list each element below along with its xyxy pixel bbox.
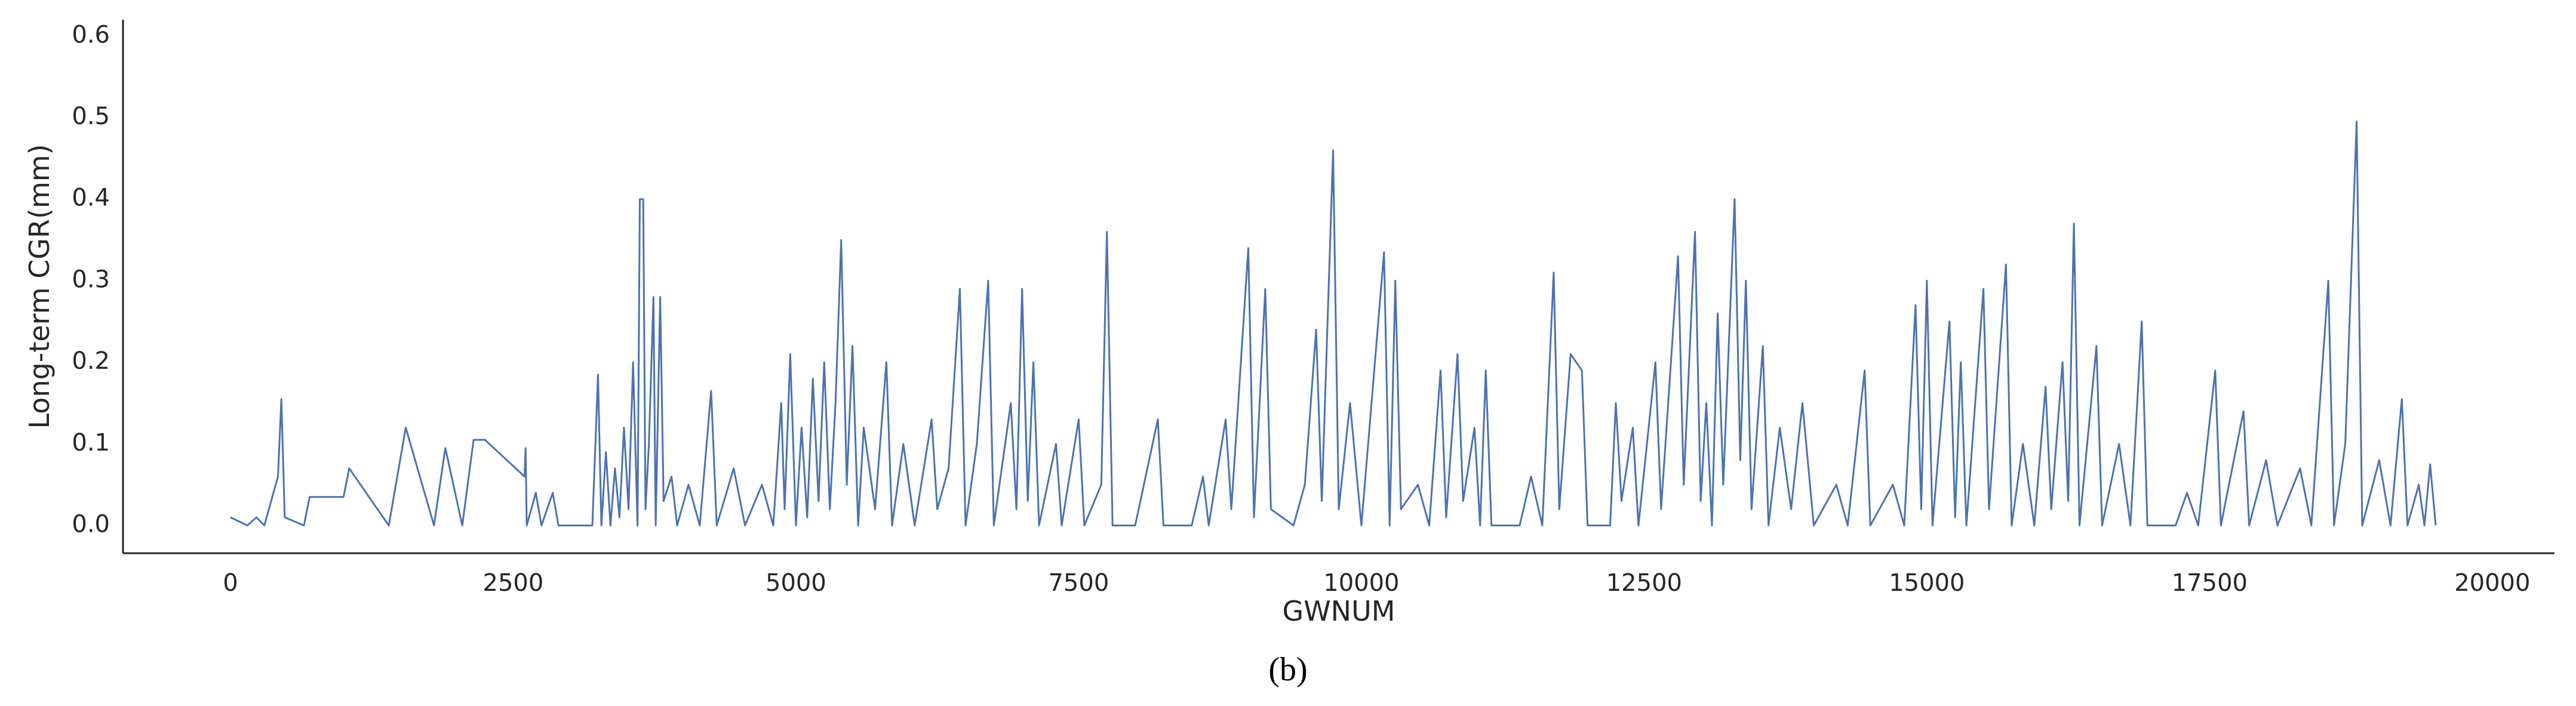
x-axis-label: GWNUM xyxy=(1283,595,1395,627)
y-tick-label: 0.2 xyxy=(72,347,110,375)
y-tick-label: 0.6 xyxy=(72,21,110,48)
x-tick-label: 12500 xyxy=(1606,569,1682,597)
caption: (b) xyxy=(1268,651,1307,688)
y-axis-label: Long-term CGR(mm) xyxy=(23,144,56,428)
y-tick-label: 0.3 xyxy=(72,266,110,293)
data-line xyxy=(230,121,2437,526)
x-tick-label: 17500 xyxy=(2172,569,2248,597)
x-tick-label: 0 xyxy=(223,569,238,597)
y-tick-label: 0.4 xyxy=(72,184,110,212)
x-tick-label: 20000 xyxy=(2454,569,2530,597)
x-tick-label: 5000 xyxy=(766,569,826,597)
x-tick-label: 10000 xyxy=(1323,569,1399,597)
x-tick-label: 2500 xyxy=(483,569,544,597)
x-tick-label: 15000 xyxy=(1889,569,1965,597)
x-tick-label: 7500 xyxy=(1048,569,1109,597)
y-tick-label: 0.0 xyxy=(72,511,110,538)
y-tick-label: 0.1 xyxy=(72,429,110,457)
y-tick-label: 0.5 xyxy=(72,103,110,130)
